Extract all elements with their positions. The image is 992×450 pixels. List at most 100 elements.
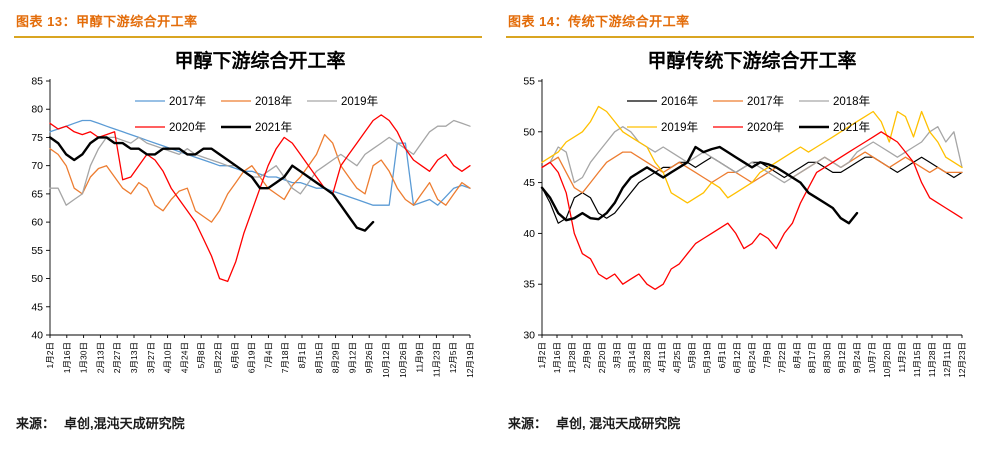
y-tick-label: 35	[523, 279, 535, 291]
report-page: 图表 13：甲醇下游综合开工率 40 45 50 55 60 65 70 75 80 85 1月2日…	[14, 8, 974, 432]
x-tick-label: 9月12日	[837, 342, 847, 373]
x-tick-label: 6月19日	[247, 342, 257, 373]
x-tick-label: 11月15日	[912, 342, 922, 377]
y-tick-label: 40	[523, 228, 535, 240]
x-tick-label: 12月11日	[942, 342, 952, 377]
y-tick-label: 40	[31, 330, 43, 342]
x-tick-label: 6月6日	[230, 342, 240, 368]
x-tick-label: 9月12日	[347, 342, 357, 373]
y-tick-label: 45	[523, 177, 535, 189]
chart-title: 甲醇传统下游综合开工率	[647, 49, 856, 72]
x-tick-label: 8月29日	[331, 342, 341, 373]
x-tick-label: 1月28日	[567, 342, 577, 373]
series-line-2021年	[48, 136, 375, 232]
x-tick-label: 5月8日	[196, 342, 206, 368]
legend-label-2020年: 2020年	[169, 120, 206, 134]
series-line-2017年	[49, 119, 471, 206]
x-tick-label: 4月10日	[163, 342, 173, 373]
x-tick-label: 5月22日	[213, 342, 223, 373]
series-line-2020年	[541, 131, 963, 290]
x-tick-label: 6月24日	[747, 342, 757, 373]
source-text: 卓创, 混沌天成研究院	[556, 416, 681, 431]
legend-label-2019年: 2019年	[661, 120, 698, 134]
x-tick-label: 2月13日	[95, 342, 105, 373]
y-tick-label: 50	[31, 273, 43, 285]
x-tick-label: 8月17日	[807, 342, 817, 373]
x-tick-label: 1月2日	[45, 342, 55, 368]
figure-14-panel: 图表 14：传统下游综合开工率 30 35 40 45 50 55 1月2日 1月16日 1月2…	[506, 8, 974, 432]
x-tick-label: 11月28日	[927, 342, 937, 377]
x-tick-label: 12月19日	[465, 342, 475, 378]
figure-13-chart: 40 45 50 55 60 65 70 75 80 85 1月2日 1月16日 1月30日 2月13日 2…	[14, 41, 482, 409]
x-tick-label: 8月1日	[297, 342, 307, 368]
figure-13-panel: 图表 13：甲醇下游综合开工率 40 45 50 55 60 65 70 75 80 85 1月2日…	[14, 8, 482, 432]
legend-label-2020年: 2020年	[747, 120, 784, 134]
x-tick-label: 12月23日	[957, 342, 967, 378]
figure-13-header: 图表 13：甲醇下游综合开工率	[14, 8, 482, 38]
y-tick-label: 65	[31, 188, 43, 200]
source-prefix: 来源：	[16, 416, 56, 431]
x-tick-label: 6月12日	[732, 342, 742, 373]
y-tick-label: 60	[31, 217, 43, 229]
legend-label-2017年: 2017年	[169, 94, 206, 108]
series-line-2018年	[541, 126, 963, 184]
series-line-2019年	[541, 105, 963, 204]
x-tick-label: 4月24日	[179, 342, 189, 373]
x-tick-label: 5月8日	[687, 342, 697, 368]
y-tick-label: 45	[31, 301, 43, 313]
figure-14-chart: 30 35 40 45 50 55 1月2日 1月16日 1月28日 2月9日 2月20日 3月3日 3…	[506, 41, 974, 409]
x-tick-label: 3月28日	[642, 342, 652, 373]
x-tick-label: 7月9日	[762, 342, 772, 368]
series-line-2017年	[541, 151, 963, 194]
y-tick-label: 55	[31, 245, 43, 257]
y-tick-label: 85	[31, 76, 43, 88]
series-line-2021年	[540, 145, 859, 225]
x-tick-label: 11月2日	[897, 342, 907, 373]
x-tick-label: 2月20日	[597, 342, 607, 373]
legend-label-2021年: 2021年	[255, 120, 292, 134]
x-tick-label: 3月3日	[612, 342, 622, 368]
legend-label-2021年: 2021年	[833, 120, 870, 134]
line-chart: 30 35 40 45 50 55 1月2日 1月16日 1月28日 2月9日 2月20日 3月3日 3…	[523, 49, 967, 378]
x-tick-label: 4月25日	[672, 342, 682, 373]
y-tick-label: 75	[31, 132, 43, 144]
x-tick-label: 1月16日	[62, 342, 72, 373]
x-tick-label: 6月1日	[717, 342, 727, 368]
legend-label-2018年: 2018年	[255, 94, 292, 108]
x-tick-label: 10月26日	[398, 342, 408, 378]
x-tick-label: 4月11日	[657, 342, 667, 373]
y-tick-label: 70	[31, 160, 43, 172]
x-tick-label: 12月5日	[448, 342, 458, 373]
figure-13-source: 来源： 卓创,混沌天成研究院	[14, 409, 482, 432]
figure-14-source: 来源： 卓创, 混沌天成研究院	[506, 409, 974, 432]
y-tick-label: 55	[523, 76, 535, 88]
x-tick-label: 10月20日	[882, 342, 892, 378]
x-tick-label: 1月16日	[552, 342, 562, 373]
figure-13-header-label: 图表 13：甲醇下游综合开工率	[16, 14, 198, 29]
source-prefix: 来源：	[508, 416, 548, 431]
legend-label-2019年: 2019年	[341, 94, 378, 108]
figure-14-header: 图表 14：传统下游综合开工率	[506, 8, 974, 38]
x-tick-label: 11月23日	[431, 342, 441, 377]
x-tick-label: 8月30日	[822, 342, 832, 373]
x-tick-label: 5月19日	[702, 342, 712, 373]
x-tick-label: 8月4日	[792, 342, 802, 368]
x-tick-label: 9月26日	[364, 342, 374, 373]
x-tick-label: 3月14日	[627, 342, 637, 373]
x-tick-label: 8月15日	[314, 342, 324, 373]
x-tick-label: 11月9日	[415, 342, 425, 373]
x-tick-label: 10月12日	[381, 342, 391, 378]
x-tick-label: 3月13日	[129, 342, 139, 373]
source-text: 卓创,混沌天成研究院	[64, 416, 185, 431]
legend-label-2017年: 2017年	[747, 94, 784, 108]
x-tick-label: 9月24日	[852, 342, 862, 373]
series-line-2019年	[49, 119, 471, 206]
line-chart: 40 45 50 55 60 65 70 75 80 85 1月2日 1月16日 1月30日 2月13日 2…	[31, 49, 475, 378]
chart-title: 甲醇下游综合开工率	[174, 49, 345, 72]
x-tick-label: 2月27日	[112, 342, 122, 373]
series-line-2018年	[49, 133, 471, 223]
x-tick-label: 10月7日	[867, 342, 877, 373]
y-tick-label: 30	[523, 330, 535, 342]
y-tick-label: 80	[31, 104, 43, 116]
legend-label-2018年: 2018年	[833, 94, 870, 108]
